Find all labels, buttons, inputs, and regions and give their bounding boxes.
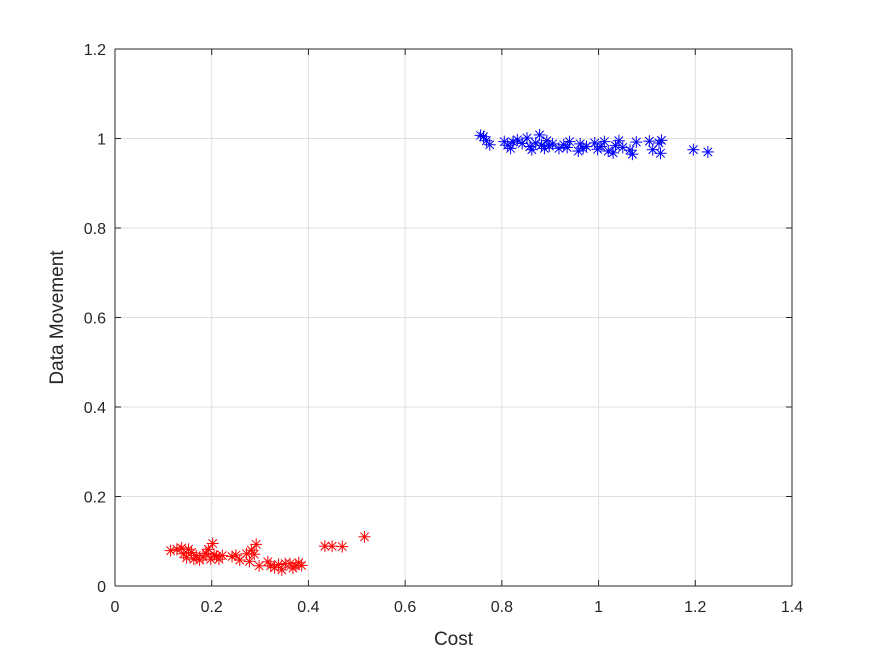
data-point: [598, 135, 611, 148]
data-point: [612, 134, 625, 147]
y-tick-label: 0.6: [84, 311, 106, 328]
data-point: [206, 537, 219, 550]
data-point: [336, 540, 349, 553]
data-point: [630, 136, 643, 149]
data-point: [216, 549, 229, 562]
data-point: [243, 555, 256, 568]
data-point: [572, 145, 585, 158]
data-point: [295, 559, 308, 572]
data-points: [164, 128, 714, 576]
data-point: [701, 145, 714, 158]
y-tick-label: 1: [97, 132, 106, 149]
axes: [114, 48, 793, 587]
data-point: [654, 147, 667, 160]
data-point: [609, 139, 622, 152]
data-point: [483, 138, 496, 151]
y-tick-label: 0.8: [84, 221, 106, 238]
data-point: [253, 559, 266, 572]
data-point: [326, 540, 339, 553]
data-point: [525, 143, 538, 156]
data-point: [594, 140, 607, 153]
y-tick-label: 0.2: [84, 490, 106, 507]
y-tick-label: 0.4: [84, 400, 106, 417]
data-point: [506, 136, 519, 149]
data-point: [523, 140, 536, 153]
data-point: [543, 140, 556, 153]
x-tick-label: 0.6: [394, 599, 416, 616]
data-point: [250, 538, 263, 551]
data-point: [164, 544, 177, 557]
data-point: [563, 135, 576, 148]
y-tick-label: 1.2: [84, 42, 106, 59]
y-axis-label: Data Movement: [47, 250, 68, 385]
x-tick-label: 1: [594, 599, 603, 616]
x-tick-label: 0.2: [201, 599, 223, 616]
data-point: [318, 540, 331, 553]
data-point: [248, 548, 261, 561]
data-point: [602, 145, 615, 158]
y-tick-label: 0: [97, 579, 106, 596]
data-point: [533, 128, 546, 141]
x-tick-label: 1.4: [781, 599, 803, 616]
x-axis-label: Cost: [434, 629, 474, 650]
x-tick-label: 0: [111, 599, 120, 616]
data-point: [655, 134, 668, 147]
data-point: [275, 563, 288, 576]
data-point: [687, 143, 700, 156]
data-point: [643, 135, 656, 148]
data-point: [521, 132, 534, 145]
tick-labels: 0 0.2 0.4 0.6 0.8 1 1.2 1.4 0 0.2 0.4 0.6 0.8 1 1.2: [84, 42, 803, 616]
x-tick-label: 0.4: [297, 599, 319, 616]
data-point: [546, 137, 559, 150]
x-tick-label: 0.8: [491, 599, 513, 616]
x-tick-label: 1.2: [684, 599, 706, 616]
data-point: [358, 530, 371, 543]
data-point: [504, 142, 517, 155]
data-point: [626, 148, 639, 161]
